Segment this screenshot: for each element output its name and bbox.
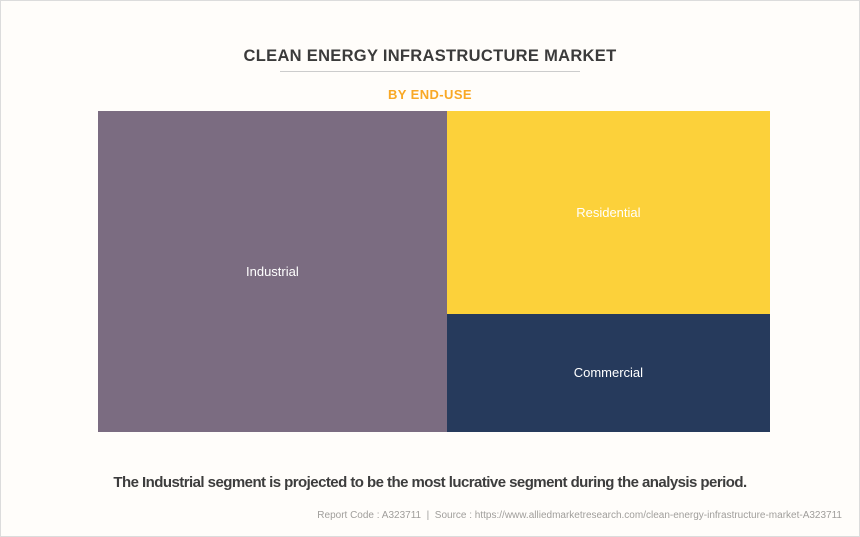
segment-label-industrial: Industrial	[246, 264, 299, 279]
treemap-chart: Industrial Residential Commercial	[98, 111, 770, 432]
treemap-cell-commercial: Commercial	[446, 313, 770, 432]
treemap-cell-residential: Residential	[446, 111, 770, 314]
chart-title: CLEAN ENERGY INFRASTRUCTURE MARKET	[243, 47, 617, 65]
chart-subtitle: BY END-USE	[388, 87, 472, 102]
title-divider	[280, 71, 580, 72]
treemap-right-column: Residential Commercial	[446, 111, 770, 432]
treemap-cell-industrial: Industrial	[98, 111, 447, 432]
insight-note: The Industrial segment is projected to b…	[113, 474, 747, 491]
segment-label-residential: Residential	[576, 204, 641, 220]
segment-label-commercial: Commercial	[573, 365, 644, 381]
source-line: Report Code : A323711 | Source : https:/…	[317, 510, 842, 521]
